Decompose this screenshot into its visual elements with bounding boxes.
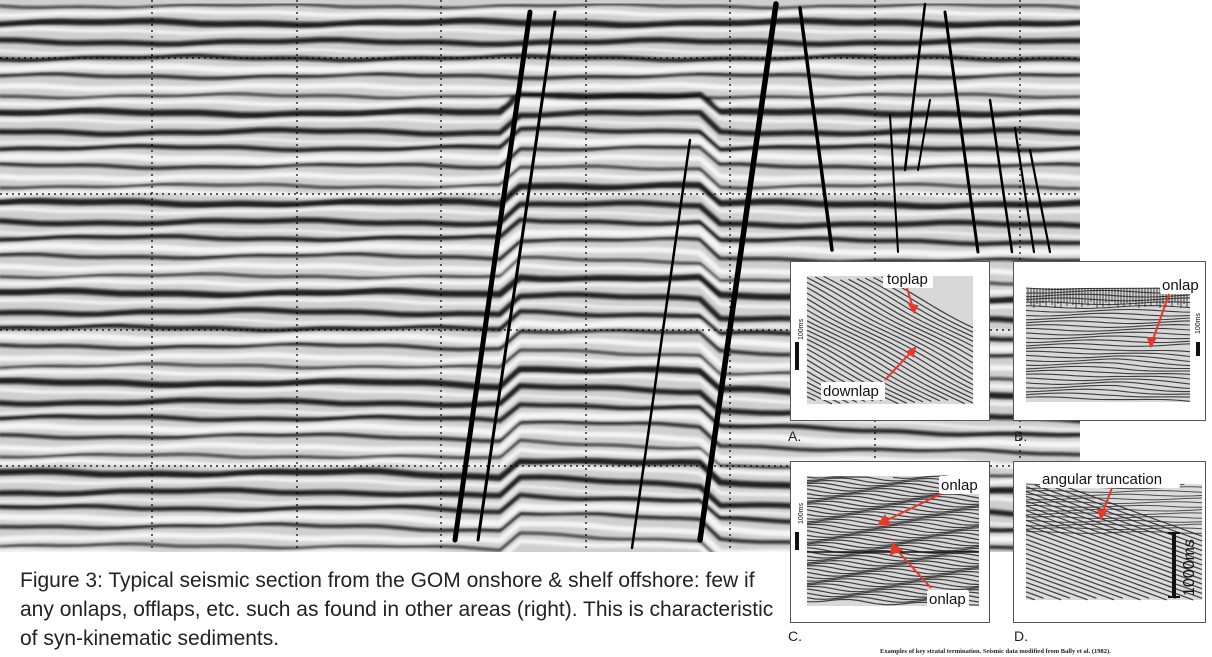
- angular-truncation-label: angular truncation: [1042, 471, 1162, 488]
- panel-b-seismic: 100ms onlap: [1025, 276, 1202, 402]
- onlap-arrow-b: [1151, 293, 1170, 343]
- panel-d-scale: 1000ms: [1181, 539, 1198, 596]
- panel-b-label: B.: [1014, 428, 1028, 444]
- onlap-arrow-c2: [894, 547, 932, 589]
- figure-credit: Examples of key stratal termination. Sei…: [880, 648, 1111, 655]
- downlap-arrow: [884, 349, 914, 381]
- panel-d-seismic: 1000ms angular truncation: [1025, 470, 1203, 601]
- panel-c-scale: 100ms: [798, 502, 805, 524]
- onlap-label-c1: onlap: [941, 477, 978, 494]
- panel-c: 100ms onlap onlap: [790, 461, 990, 623]
- panel-c-seismic: 100ms onlap onlap: [795, 475, 981, 608]
- onlap-label-b: onlap: [1162, 277, 1199, 294]
- panel-b: 100ms onlap: [1013, 261, 1206, 421]
- panel-a-label: A.: [788, 428, 802, 444]
- fault-lines: [452, 1, 1052, 550]
- panel-d-label: D.: [1014, 628, 1028, 644]
- panel-a-scale: 100ms: [798, 318, 805, 340]
- angular-truncation-arrow: [1101, 487, 1113, 515]
- figure-caption: Figure 3: Typical seismic section from t…: [20, 569, 774, 650]
- downlap-label: downlap: [823, 383, 879, 400]
- panel-a: 100ms toplap downlap: [790, 261, 990, 421]
- onlap-label-c2: onlap: [929, 591, 966, 608]
- panel-d: 1000ms angular truncation: [1013, 461, 1206, 623]
- panel-a-seismic: 100ms toplap downlap: [795, 270, 974, 405]
- panel-b-scale: 100ms: [1195, 312, 1202, 334]
- onlap-arrow-c1: [882, 493, 942, 523]
- panel-c-label: C.: [788, 628, 802, 644]
- toplap-label: toplap: [887, 271, 928, 288]
